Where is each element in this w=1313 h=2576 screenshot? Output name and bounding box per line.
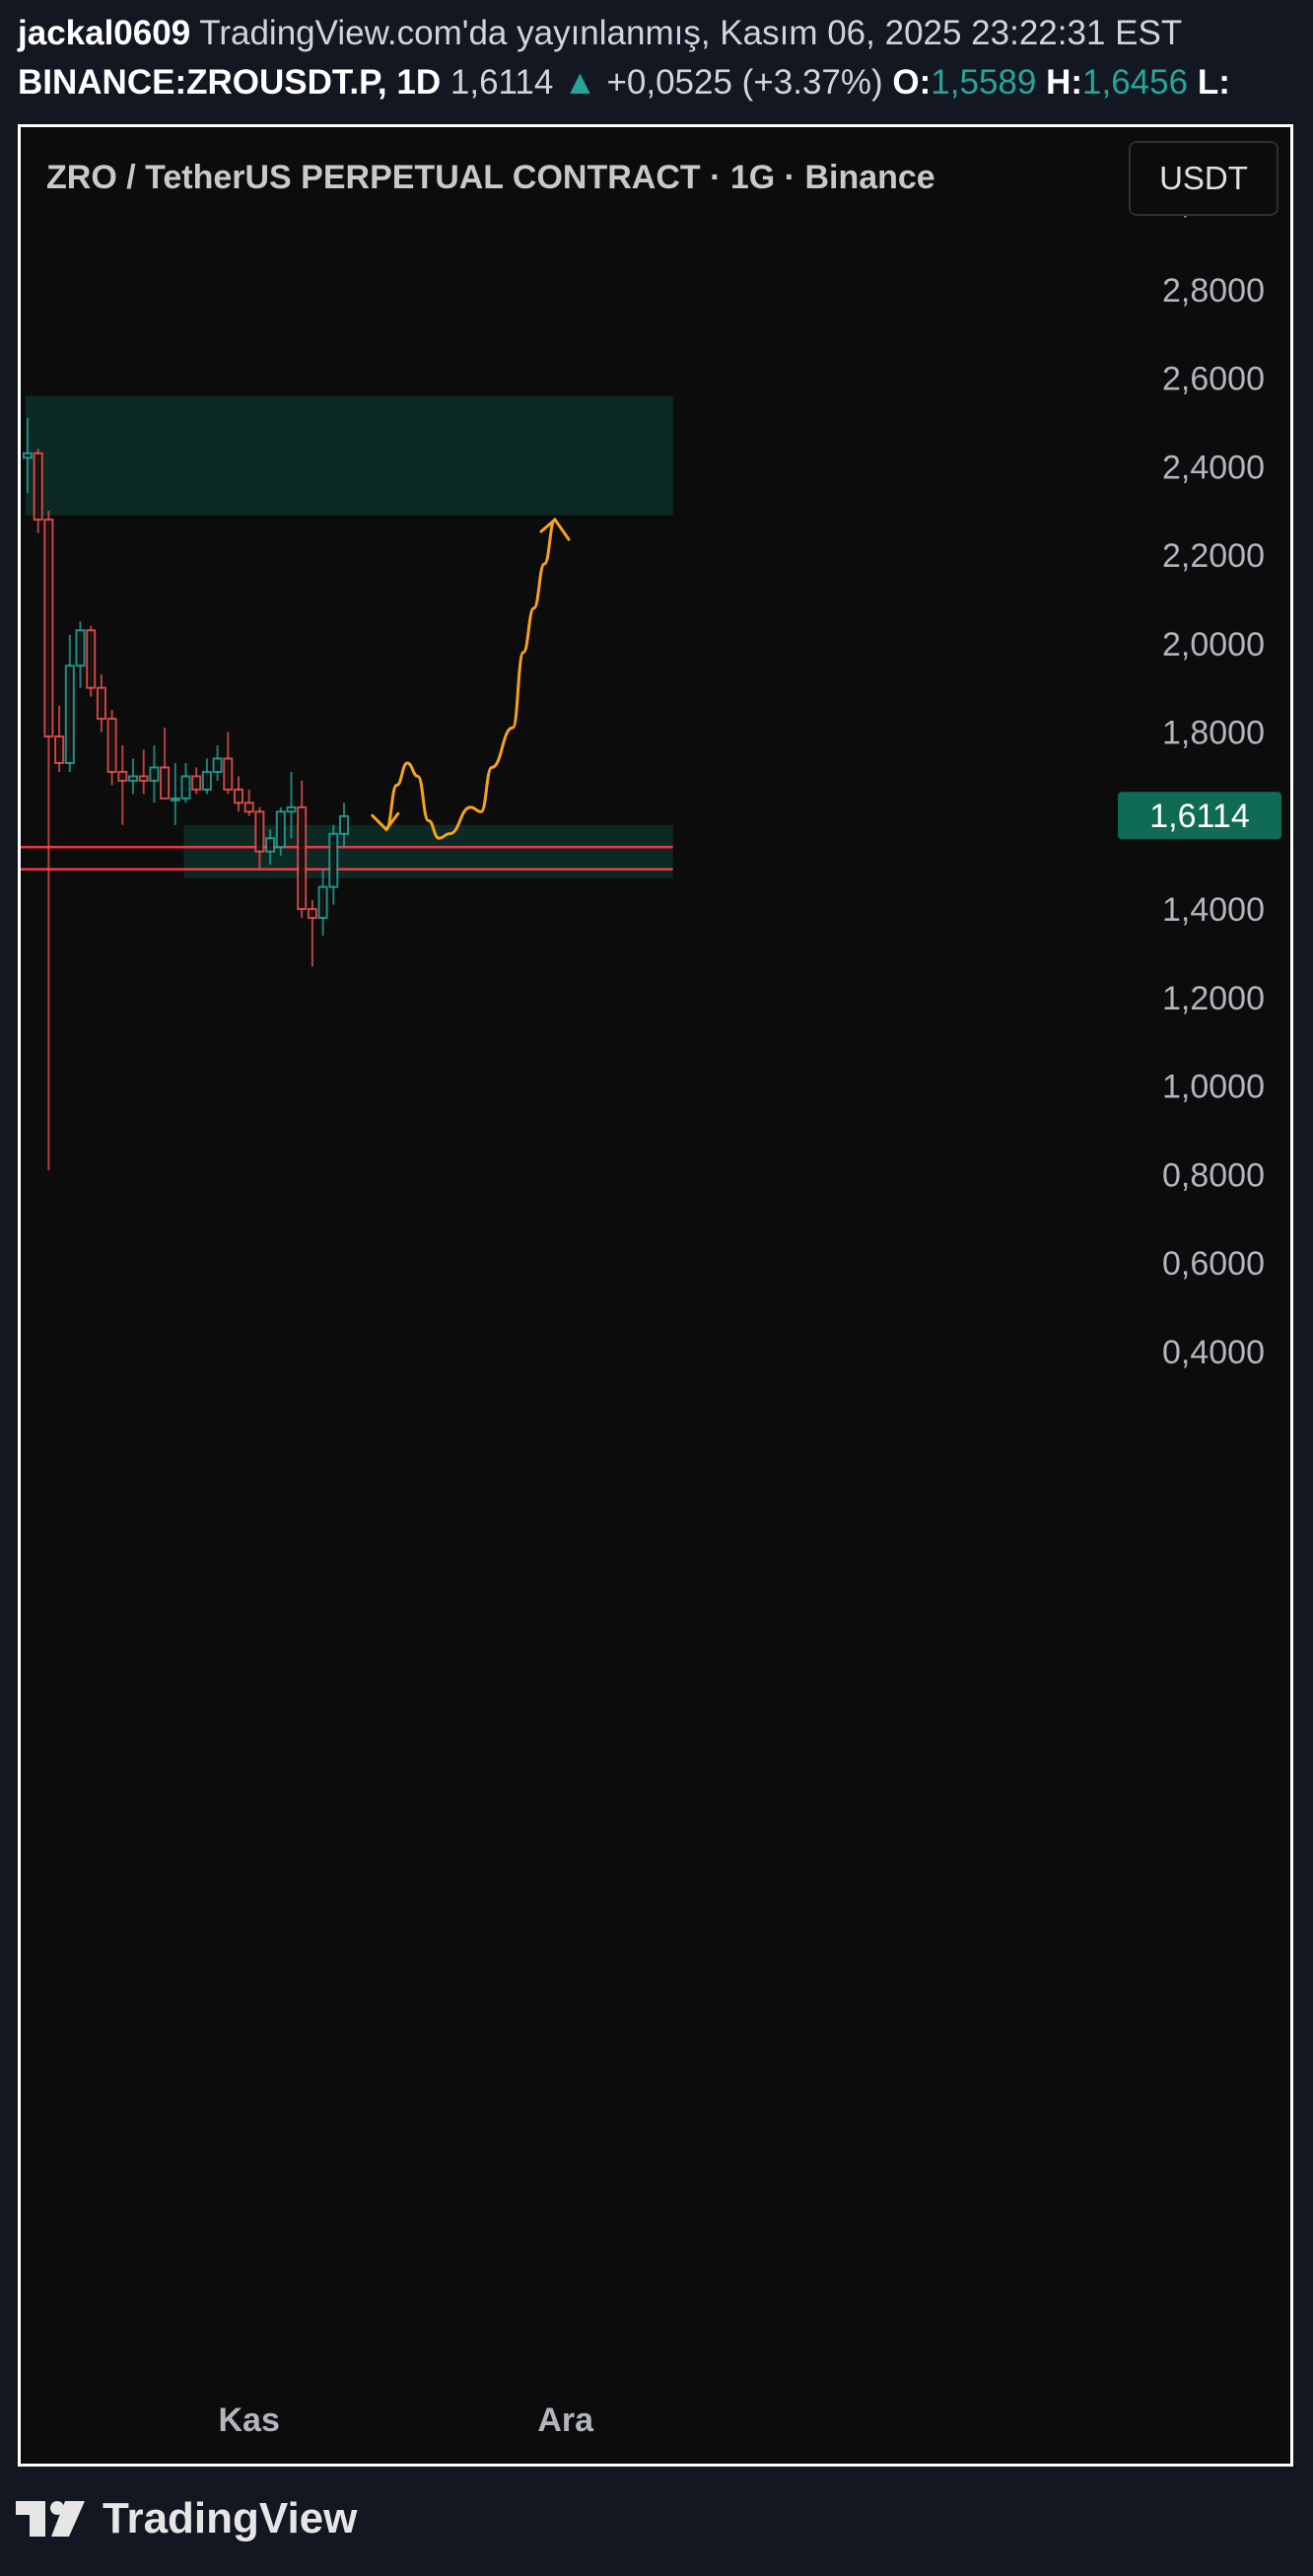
candle-body-22 [254, 810, 265, 853]
up-triangle-icon: ▲ [563, 63, 597, 102]
tradingview-logo[interactable]: TradingView [16, 2494, 357, 2543]
candle-body-0 [23, 452, 33, 459]
candle-body-29 [328, 832, 339, 888]
y-tick-label: 0,8000 [1162, 1156, 1265, 1194]
projection-path [384, 518, 557, 840]
candle-body-25 [286, 805, 297, 813]
low-label: L: [1197, 63, 1230, 102]
candle-body-30 [339, 814, 349, 835]
y-tick-label: 1,8000 [1162, 715, 1265, 752]
y-tick-label: 0,4000 [1162, 1334, 1265, 1371]
candle-body-17 [201, 770, 212, 791]
candle-body-27 [307, 908, 317, 920]
candle-body-26 [297, 805, 308, 911]
x-tick-label: Ara [537, 2402, 594, 2439]
chart-panel[interactable]: 3,00002,80002,60002,40002,20002,00001,80… [18, 124, 1293, 2467]
candle-body-15 [180, 775, 191, 800]
symbol-info-bar: BINANCE:ZROUSDT.P, 1D 1,6114 ▲ +0,0525 (… [18, 63, 1230, 103]
y-tick-label: 1,4000 [1162, 891, 1265, 929]
x-tick-label: Kas [219, 2402, 280, 2439]
y-tick-label: 2,8000 [1162, 272, 1265, 310]
high-label: H: [1046, 63, 1083, 102]
publish-info: jackal0609 TradingView.com'da yayınlanmı… [18, 14, 1182, 53]
candle-body-6 [86, 629, 97, 689]
y-tick-label: 2,0000 [1162, 626, 1265, 663]
current-price-badge [1118, 792, 1281, 840]
symbol-name: BINANCE:ZROUSDT.P, 1D [18, 63, 442, 102]
candle-body-24 [275, 810, 286, 849]
price-chart[interactable]: 3,00002,80002,60002,40002,20002,00001,80… [21, 127, 1290, 2464]
y-tick-label: 2,2000 [1162, 537, 1265, 575]
candle-body-20 [234, 788, 243, 804]
tradingview-logo-icon [16, 2501, 85, 2537]
candle-body-1 [33, 452, 43, 522]
candle-body-3 [54, 735, 65, 764]
candle-body-10 [128, 775, 138, 782]
projection-target-arrow [539, 517, 571, 541]
candle-body-5 [75, 629, 86, 667]
candle-body-2 [43, 519, 54, 738]
tradingview-wordmark: TradingView [103, 2494, 358, 2542]
candle-body-19 [223, 757, 234, 791]
candle-body-14 [170, 797, 180, 801]
currency-button[interactable]: USDT [1129, 141, 1278, 216]
y-tick-label: 2,6000 [1162, 361, 1265, 398]
candle-body-28 [317, 885, 328, 920]
author-name[interactable]: jackal0609 [18, 14, 191, 52]
last-price: 1,6114 [449, 63, 554, 102]
candle-body-9 [117, 770, 128, 782]
candle-body-16 [191, 775, 202, 791]
candle-body-13 [160, 766, 171, 800]
candle-body-7 [96, 686, 106, 721]
candle-body-12 [149, 766, 160, 782]
price-change: +0,0525 (+3.37%) [606, 63, 883, 102]
candle-body-8 [106, 718, 117, 773]
candle-body-21 [243, 801, 254, 813]
projection-start-arrow [371, 811, 400, 832]
y-tick-label: 0,6000 [1162, 1245, 1265, 1283]
zone-0 [26, 395, 673, 516]
y-tick-label: 1,2000 [1162, 980, 1265, 1017]
candle-body-11 [138, 775, 149, 782]
candle-body-18 [212, 757, 223, 773]
high-value: 1,6456 [1082, 63, 1189, 102]
current-price-label: 1,6114 [1149, 798, 1249, 835]
y-tick-label: 2,4000 [1162, 449, 1265, 486]
candle-body-4 [64, 664, 75, 764]
candle-body-23 [265, 837, 276, 853]
open-value: 1,5589 [931, 63, 1037, 102]
publish-date: TradingView.com'da yayınlanmış, Kasım 06… [199, 14, 1183, 52]
open-label: O: [892, 63, 932, 102]
chart-title: ZRO / TetherUS PERPETUAL CONTRACT · 1G ·… [46, 159, 935, 196]
y-tick-label: 1,0000 [1162, 1069, 1265, 1106]
